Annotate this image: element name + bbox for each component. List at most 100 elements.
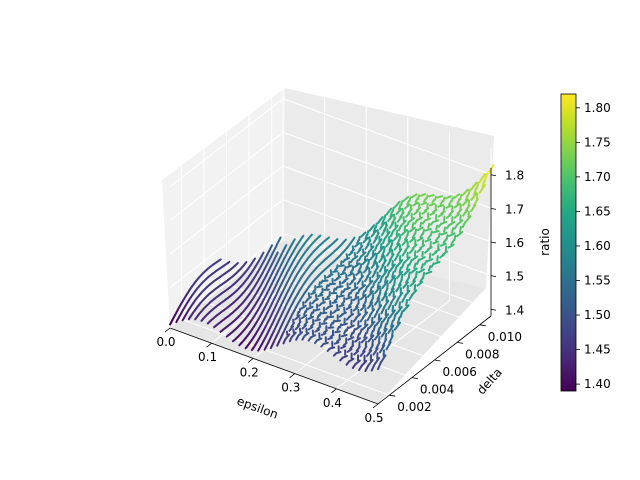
contour-segment bbox=[423, 197, 427, 203]
contour-segment bbox=[339, 272, 346, 276]
ratio-tick-mark bbox=[490, 207, 497, 210]
contour-segment bbox=[351, 277, 357, 283]
epsilon-tick-label: 0.4 bbox=[323, 396, 342, 410]
left-pane bbox=[162, 88, 285, 328]
contour-segment bbox=[408, 217, 415, 223]
ratio-tick-label: 1.5 bbox=[505, 270, 524, 284]
contour-segment bbox=[363, 255, 367, 262]
contour-segment bbox=[367, 358, 374, 367]
ratio-tick-mark bbox=[490, 241, 497, 244]
contour-segment bbox=[361, 258, 369, 265]
contour-segment bbox=[377, 216, 384, 224]
contour-segment bbox=[354, 324, 362, 331]
colorbar-gradient bbox=[560, 93, 577, 392]
contour-segment bbox=[379, 221, 386, 230]
contour-segment bbox=[419, 193, 427, 197]
colorbar-tick-label: 1.45 bbox=[584, 343, 611, 357]
contour-segment bbox=[388, 275, 396, 284]
epsilon-tick-label: 0.3 bbox=[281, 381, 300, 395]
delta-tick-label: 0.006 bbox=[443, 365, 477, 379]
epsilon-axis-line bbox=[169, 327, 379, 405]
contour-segment bbox=[314, 293, 318, 300]
contour-segment bbox=[310, 291, 317, 296]
contour-segment bbox=[429, 230, 433, 237]
contour-segment bbox=[277, 236, 282, 242]
contour-segment bbox=[325, 315, 329, 321]
contour-segment bbox=[284, 333, 291, 341]
contour-segment bbox=[387, 324, 395, 334]
contour-segment bbox=[336, 325, 340, 331]
contour-segment bbox=[432, 219, 440, 223]
contour-segment bbox=[359, 284, 366, 291]
contour-segment bbox=[358, 235, 361, 242]
contour-segment bbox=[309, 334, 316, 339]
contour-segment bbox=[352, 255, 359, 261]
contour-segment bbox=[385, 207, 393, 216]
contour-segment bbox=[406, 230, 410, 237]
contour-segment bbox=[473, 187, 478, 196]
contour-segment bbox=[344, 257, 351, 261]
contour-segment bbox=[384, 309, 388, 317]
contour-segment bbox=[369, 286, 373, 293]
contour-segment bbox=[397, 204, 402, 211]
ratio-tick-label: 1.7 bbox=[505, 202, 524, 216]
colorbar: 1.40 1.45 1.50 1.55 1.60 1.65 1.70 1.75 1.80 bbox=[560, 93, 611, 392]
contour-segment bbox=[440, 231, 448, 236]
contour-segment bbox=[354, 292, 358, 298]
contour-segment bbox=[408, 196, 412, 202]
contour-segment bbox=[353, 350, 360, 356]
contour-segment bbox=[381, 280, 389, 289]
contour-segment bbox=[340, 345, 347, 350]
delta-tick-mark bbox=[389, 394, 396, 397]
contour-segment bbox=[434, 248, 441, 253]
grid-line-ratio bbox=[169, 232, 492, 322]
contour-segment bbox=[398, 234, 402, 241]
contour-segment bbox=[352, 328, 356, 334]
contour-segment bbox=[218, 258, 222, 262]
contour-segment bbox=[425, 194, 429, 200]
contour-segment bbox=[418, 256, 426, 261]
contour-segment bbox=[433, 195, 437, 202]
contour-segment bbox=[412, 201, 419, 207]
contour-segment bbox=[360, 251, 367, 258]
delta-tick-label: 0.010 bbox=[488, 330, 522, 344]
contour-segment bbox=[393, 265, 398, 273]
contour-segment bbox=[338, 264, 345, 268]
contour-segment bbox=[470, 192, 478, 201]
contour-segment bbox=[317, 294, 324, 298]
contour-segment bbox=[269, 244, 273, 250]
contour-segment bbox=[396, 259, 404, 267]
contour-segment bbox=[432, 230, 440, 234]
contour-segment bbox=[307, 292, 311, 298]
contour-segment bbox=[478, 184, 486, 194]
contour-segment bbox=[383, 246, 386, 253]
contour-segment bbox=[316, 337, 323, 342]
contour-segment bbox=[334, 308, 340, 312]
contour-segment bbox=[411, 243, 418, 250]
grid-line-delta bbox=[203, 133, 413, 379]
contour-segment bbox=[409, 280, 416, 287]
contour-segment bbox=[402, 195, 410, 202]
colorbar-tick-label: 1.75 bbox=[584, 135, 611, 149]
contour-segment bbox=[316, 314, 320, 320]
contour-segment bbox=[388, 287, 395, 297]
contour-segment bbox=[364, 234, 368, 240]
contour-segment bbox=[394, 200, 401, 208]
contour-segment bbox=[387, 214, 394, 222]
contour-segment bbox=[467, 199, 471, 207]
contour-segment bbox=[366, 280, 374, 288]
contour-segment bbox=[305, 307, 309, 313]
contour-segment bbox=[393, 277, 397, 285]
contour-segment bbox=[445, 214, 452, 219]
contour-segment bbox=[432, 240, 439, 245]
contour-segment bbox=[357, 288, 361, 295]
contour-segment bbox=[354, 337, 361, 343]
contour-segment bbox=[361, 323, 369, 331]
contour-segment bbox=[370, 229, 378, 238]
contour-segment bbox=[417, 268, 425, 274]
contour-segment bbox=[377, 313, 381, 321]
contour-segment bbox=[349, 289, 354, 295]
contour-segment bbox=[393, 233, 401, 241]
contour-segment bbox=[439, 242, 447, 247]
contour-segment bbox=[297, 331, 304, 337]
